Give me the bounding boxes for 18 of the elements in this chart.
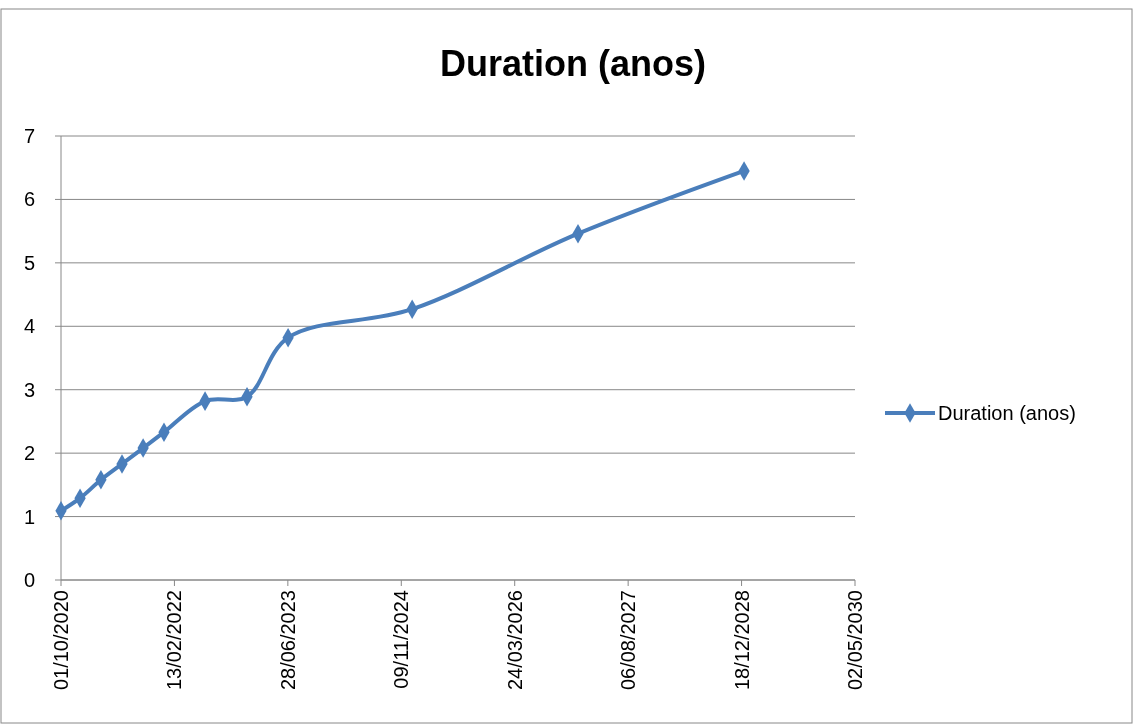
x-tick-label: 02/05/2030 <box>844 590 866 691</box>
x-tick-label: 13/02/2022 <box>163 590 186 691</box>
y-tick-label: 5 <box>23 251 35 274</box>
y-tick-label: 3 <box>23 378 35 401</box>
y-tick-label: 7 <box>23 125 35 147</box>
y-tick-label: 2 <box>23 442 35 465</box>
x-tick-label: 09/11/2024 <box>390 590 413 689</box>
x-tick-label: 18/12/2028 <box>730 590 753 691</box>
y-tick-label: 6 <box>23 188 35 211</box>
y-tick-label: 0 <box>23 569 35 591</box>
x-tick-label: 06/08/2027 <box>617 590 640 691</box>
x-tick-label: 24/03/2026 <box>503 590 526 691</box>
x-tick-label: 28/06/2023 <box>276 590 299 691</box>
chart-title: Duration (anos) <box>440 43 706 84</box>
legend-label: Duration (anos) <box>938 402 1076 424</box>
x-tick-label: 01/10/2020 <box>50 590 72 691</box>
y-tick-label: 4 <box>23 315 35 338</box>
y-tick-label: 1 <box>23 505 35 528</box>
